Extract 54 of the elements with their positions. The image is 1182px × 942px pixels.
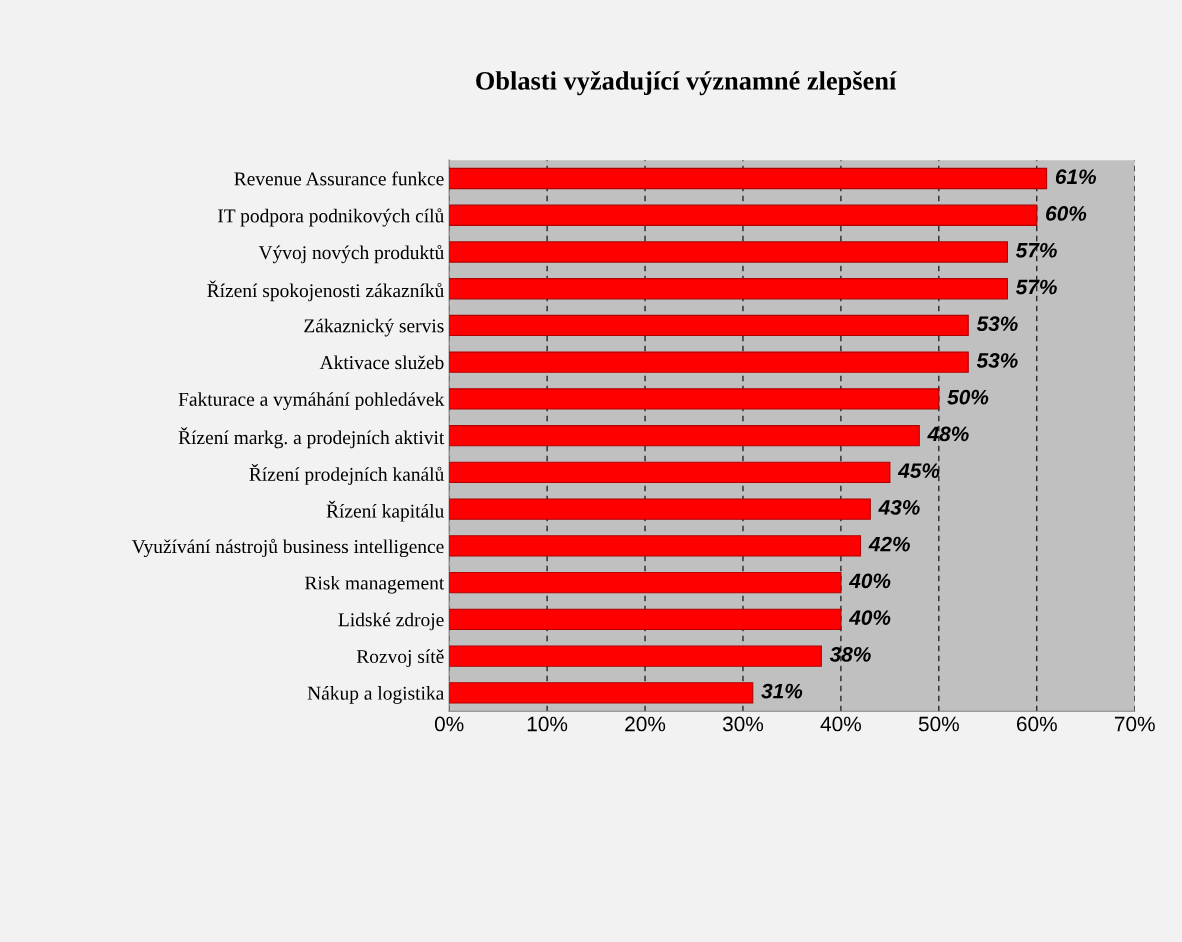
y-tick-label: Revenue Assurance funkce: [234, 171, 444, 186]
bar: [449, 351, 969, 373]
bar: [449, 388, 940, 410]
bar: [449, 682, 754, 704]
y-tick-label: Řízení kapitálu: [326, 500, 444, 522]
data-label: 38%: [829, 646, 871, 662]
bar: [449, 204, 1038, 226]
x-tick-label: 60%: [1016, 716, 1057, 732]
x-tick-label: 20%: [625, 716, 666, 732]
bar: [449, 314, 969, 337]
data-label: 31%: [761, 683, 803, 699]
bar: [449, 167, 1048, 190]
bar: [449, 278, 1008, 300]
data-label: 40%: [848, 610, 891, 625]
data-label: 61%: [1055, 169, 1097, 185]
data-label: 60%: [1046, 206, 1087, 221]
x-tick-label: 0%: [434, 716, 464, 732]
y-tick-label: Řízení markg. a prodejních aktivit: [178, 427, 445, 449]
y-tick-label: Rozvoj sítě: [356, 649, 444, 668]
x-tick-label: 50%: [918, 716, 959, 732]
data-label: 48%: [927, 426, 969, 442]
x-tick-label: 10%: [527, 716, 568, 732]
data-label: 53%: [976, 353, 1018, 368]
y-tick-label: Řízení prodejních kanálů: [249, 464, 444, 485]
y-tick-label: Zákaznický servis: [304, 318, 444, 337]
y-tick-label: Lidské zdroje: [338, 612, 444, 631]
y-tick-label: Nákup a logistika: [307, 686, 445, 704]
bar: [449, 425, 920, 447]
x-tick-label: 70%: [1114, 716, 1155, 732]
bar: [449, 535, 862, 557]
chart-title: Oblasti vyžadující významné zlepšení: [476, 70, 897, 96]
data-label: 57%: [1015, 279, 1057, 295]
data-label: 42%: [868, 536, 910, 552]
data-label: 50%: [947, 389, 989, 405]
bar: [449, 571, 842, 594]
y-tick-label: IT podpora podnikových cílů: [218, 208, 444, 227]
y-tick-label: Řízení spokojenosti zákazníků: [207, 280, 444, 302]
y-tick-label: Aktivace služeb: [319, 355, 444, 370]
y-tick-label: Využívání nástrojů business intelligence: [131, 538, 444, 558]
bar: [449, 241, 1008, 263]
bar: [449, 608, 842, 631]
data-label: 43%: [878, 499, 920, 515]
data-label: 53%: [976, 316, 1018, 332]
x-tick-label: 40%: [820, 716, 862, 732]
data-label: 57%: [1015, 242, 1057, 258]
y-tick-label: Risk management: [304, 575, 445, 594]
data-label: 45%: [897, 463, 940, 479]
bar: [449, 498, 871, 520]
y-tick-label: Fakturace a vymáhání pohledávek: [178, 392, 445, 410]
y-tick-label: Vývoj nových produktů: [258, 244, 444, 264]
bar: [449, 645, 822, 667]
bar: [449, 461, 891, 484]
data-label: 40%: [848, 573, 891, 589]
x-tick-label: 30%: [722, 716, 764, 732]
